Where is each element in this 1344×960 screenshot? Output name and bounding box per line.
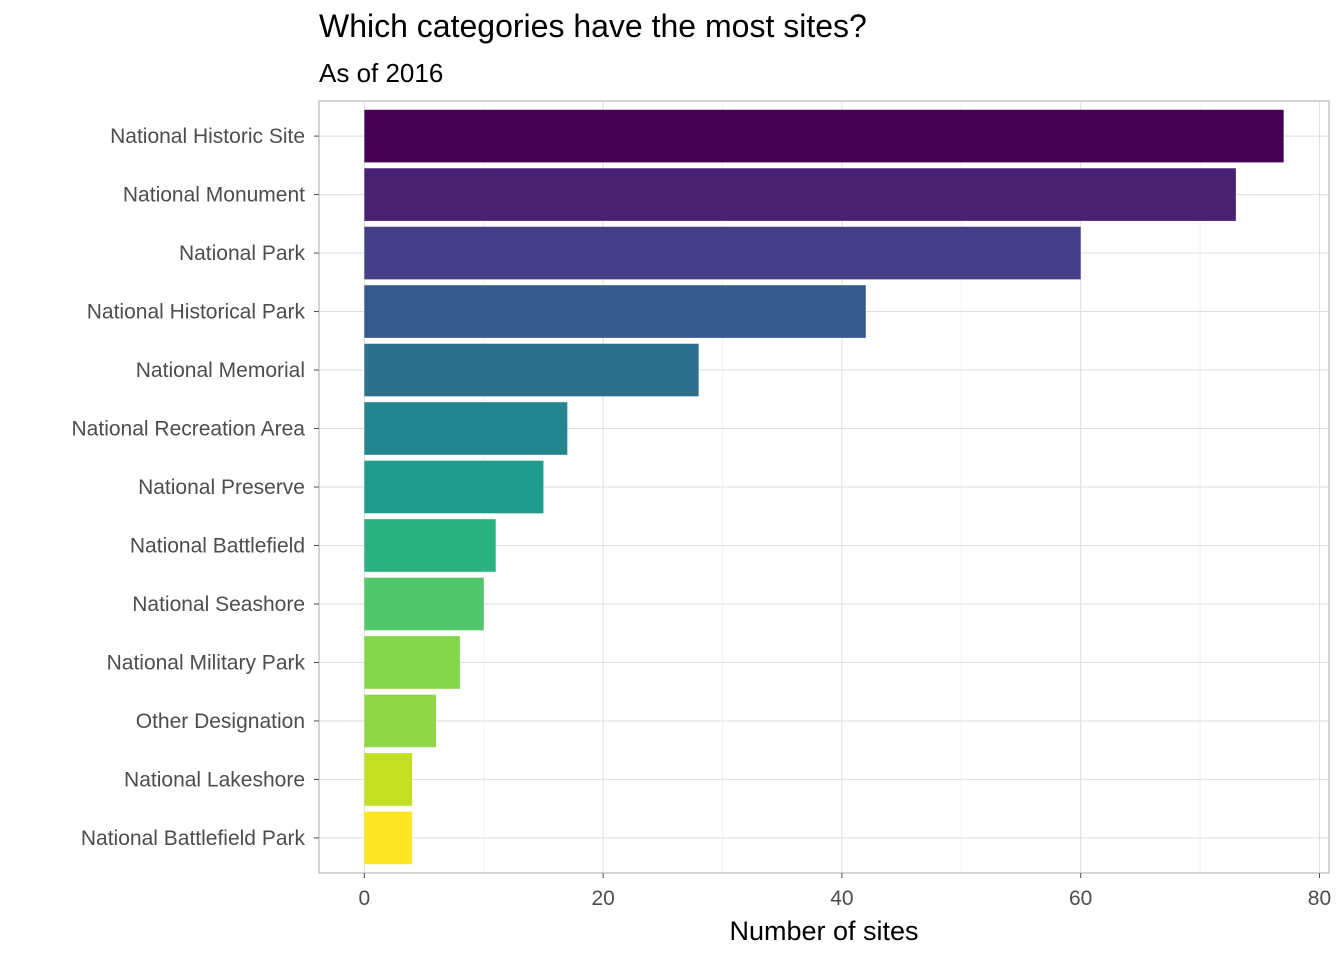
bar <box>364 168 1236 221</box>
y-tick-label: National Memorial <box>136 359 305 382</box>
y-tick-label: National Seashore <box>132 593 305 616</box>
y-axis-labels: National Historic Site National Monument N… <box>72 125 319 850</box>
y-tick-label: National Park <box>179 242 306 265</box>
x-axis-title: Number of sites <box>729 916 918 946</box>
y-tick-label: National Monument <box>123 184 305 207</box>
x-tick-label: 60 <box>1069 887 1092 910</box>
x-axis: 0 20 40 60 80 <box>359 873 1331 910</box>
y-tick-label: National Military Park <box>107 651 306 674</box>
bar <box>364 226 1081 280</box>
y-tick-label: National Lakeshore <box>124 768 305 791</box>
bar <box>364 460 544 514</box>
bars <box>364 109 1284 865</box>
bar <box>364 577 484 631</box>
x-tick-label: 0 <box>359 887 371 910</box>
bar <box>364 694 436 748</box>
x-tick-label: 20 <box>591 887 614 910</box>
chart-title: Which categories have the most sites? <box>319 8 867 44</box>
bar <box>364 109 1284 163</box>
y-tick-label: National Recreation Area <box>72 418 306 441</box>
chart-subtitle: As of 2016 <box>319 58 444 88</box>
bar <box>364 519 496 572</box>
bar <box>364 753 413 806</box>
y-tick-label: Other Designation <box>136 710 305 733</box>
bar <box>364 811 413 865</box>
y-tick-label: National Battlefield <box>130 534 305 557</box>
y-tick-label: National Historic Site <box>110 125 305 148</box>
bar <box>364 636 460 689</box>
y-tick-label: National Historical Park <box>87 301 306 324</box>
x-tick-label: 40 <box>830 887 853 910</box>
x-tick-label: 80 <box>1308 887 1331 910</box>
y-tick-label: National Preserve <box>138 476 305 499</box>
bar <box>364 402 568 455</box>
y-tick-label: National Battlefield Park <box>81 827 306 850</box>
bar <box>364 343 699 397</box>
bar <box>364 285 866 338</box>
